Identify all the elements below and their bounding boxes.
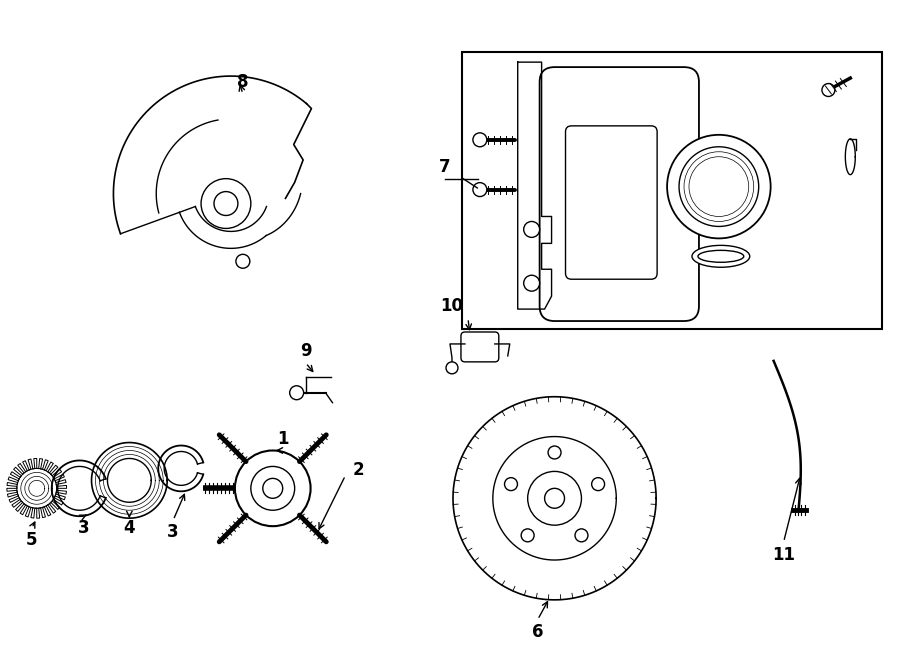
Text: 3: 3 — [77, 519, 89, 537]
Text: 1: 1 — [277, 430, 289, 447]
Bar — [462, 52, 882, 329]
Text: 4: 4 — [123, 519, 135, 537]
Circle shape — [214, 192, 238, 215]
Text: 9: 9 — [300, 342, 311, 360]
Text: 8: 8 — [237, 73, 248, 91]
Circle shape — [591, 478, 605, 490]
Circle shape — [679, 147, 759, 227]
Circle shape — [236, 254, 250, 268]
Circle shape — [472, 133, 487, 147]
Text: 11: 11 — [772, 546, 795, 564]
Ellipse shape — [698, 251, 743, 262]
FancyBboxPatch shape — [461, 332, 499, 362]
Text: 2: 2 — [353, 461, 364, 479]
Circle shape — [822, 83, 835, 97]
Circle shape — [263, 479, 283, 498]
FancyBboxPatch shape — [565, 126, 657, 279]
Circle shape — [201, 178, 251, 229]
Circle shape — [251, 467, 294, 510]
Circle shape — [521, 529, 534, 542]
Circle shape — [544, 488, 564, 508]
Circle shape — [575, 529, 588, 542]
Text: 7: 7 — [439, 158, 451, 176]
Circle shape — [235, 451, 310, 526]
Circle shape — [290, 386, 303, 400]
Circle shape — [505, 478, 518, 490]
Circle shape — [667, 135, 770, 239]
Text: 6: 6 — [532, 623, 544, 641]
Circle shape — [524, 221, 540, 237]
Circle shape — [446, 362, 458, 374]
Circle shape — [548, 446, 561, 459]
Circle shape — [524, 275, 540, 291]
Circle shape — [527, 471, 581, 525]
Text: 5: 5 — [26, 531, 38, 549]
Text: 10: 10 — [440, 297, 464, 315]
Circle shape — [472, 182, 487, 196]
Text: 3: 3 — [167, 523, 179, 541]
Ellipse shape — [692, 245, 750, 267]
FancyBboxPatch shape — [540, 67, 699, 321]
